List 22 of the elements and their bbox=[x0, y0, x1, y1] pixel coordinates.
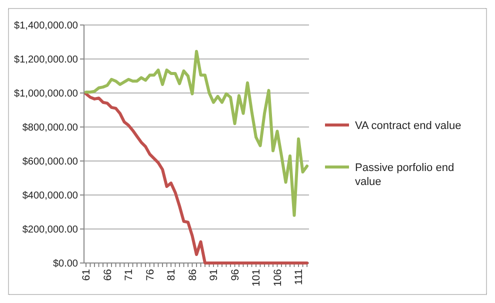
y-tick-label: $0.00 bbox=[52, 258, 78, 270]
y-tick-label: $400,000.00 bbox=[22, 190, 78, 202]
y-tick-label: $200,000.00 bbox=[22, 224, 78, 236]
y-tick-label: $600,000.00 bbox=[22, 156, 78, 168]
x-tick-label: 111 bbox=[293, 268, 306, 285]
x-tick-label: 96 bbox=[229, 268, 242, 281]
y-tick-label: $1,000,000.00 bbox=[14, 88, 78, 100]
x-tick-label: 86 bbox=[186, 268, 199, 281]
x-tick-label: 71 bbox=[123, 268, 136, 281]
x-tick-label: 106 bbox=[272, 268, 284, 287]
legend-label: VA contract end value bbox=[355, 120, 462, 132]
x-tick-label: 81 bbox=[166, 268, 178, 281]
y-tick-label: $1,200,000.00 bbox=[14, 54, 78, 66]
y-tick-label: $1,400,000.00 bbox=[14, 20, 78, 32]
x-tick-label: 101 bbox=[250, 268, 263, 287]
x-tick-label: 66 bbox=[102, 268, 114, 281]
x-tick-label: 76 bbox=[144, 268, 156, 281]
y-tick-label: $800,000.00 bbox=[22, 122, 78, 134]
legend-label: Passive porfolio end value bbox=[355, 162, 454, 188]
x-tick-label: 91 bbox=[208, 268, 220, 281]
x-tick-label: 61 bbox=[80, 268, 93, 281]
line-series bbox=[84, 50, 308, 217]
